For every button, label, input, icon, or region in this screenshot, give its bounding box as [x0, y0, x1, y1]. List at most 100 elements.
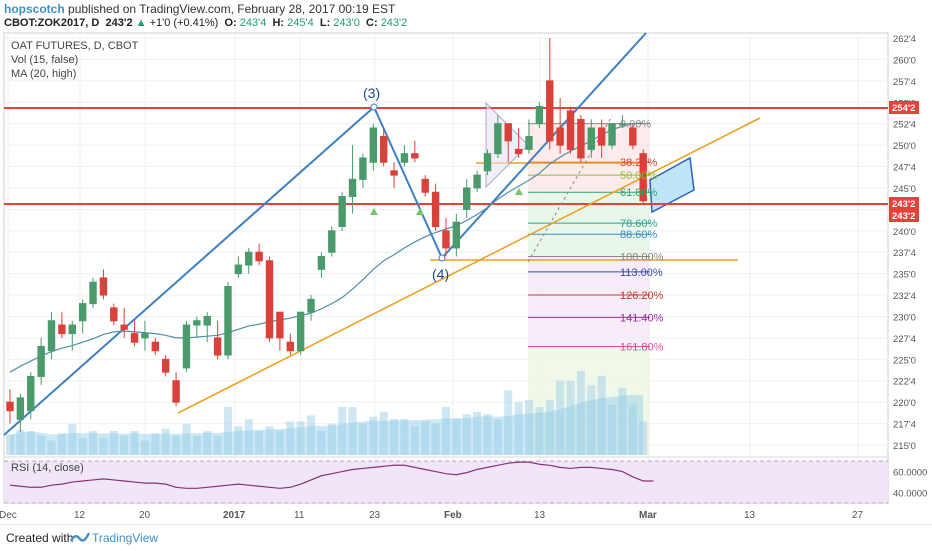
volume-bar [483, 414, 492, 455]
rsi-band [4, 461, 888, 503]
price-chart[interactable]: 0.00% 38.20%50.00% 61.80% 78.60%88.60% 100.0… [0, 0, 932, 524]
volume-bar [628, 404, 637, 455]
volume-bar [410, 426, 419, 455]
candle-body [463, 187, 471, 210]
wave4-point [438, 254, 446, 262]
time-axis[interactable]: Dec 12 20 2017 11 23 Feb 13 Mar 13 27 [0, 510, 864, 521]
candle-body [276, 311, 284, 339]
candle-body [47, 320, 56, 352]
price-tick-label: 227'4 [893, 334, 916, 345]
volume-bar [327, 423, 336, 455]
time-tick-label: 11 [294, 510, 305, 521]
volume-bar [421, 421, 430, 455]
time-tick-label: Feb [444, 510, 462, 521]
price-axis[interactable]: 262'4260'0257'4255'0252'4250'0247'4245'0… [889, 34, 919, 452]
wave3-label: (3) [363, 85, 380, 101]
candle-body [577, 118, 585, 159]
candle-body [608, 123, 616, 146]
legend-vol: Vol (15, false) [11, 54, 78, 66]
volume-bar [161, 428, 170, 455]
fib-zone-green [528, 192, 650, 257]
candle-body [141, 333, 149, 339]
rsi-axis: 60.0000 40.0000 [893, 468, 927, 500]
tradingview-logo-icon[interactable] [70, 529, 90, 545]
candle-body [494, 123, 502, 155]
candle-body [546, 80, 554, 142]
price-tick-label: 220'0 [893, 398, 916, 409]
candle-body [452, 221, 461, 249]
volume-bar [400, 419, 409, 455]
volume-average-area [10, 394, 644, 455]
volume-bar [504, 390, 513, 455]
candle-body [203, 315, 211, 326]
publish-info: published on TradingView.com, February 2… [68, 2, 396, 16]
projection-channel [649, 156, 695, 214]
volume-bar [223, 407, 232, 455]
volume-bar [26, 431, 35, 455]
fib-level-label: 100.00% [620, 251, 664, 263]
rsi-tick-40: 40.0000 [893, 489, 927, 500]
volume-bar [213, 435, 222, 455]
volume-bar [587, 385, 596, 455]
candle-body [348, 178, 357, 198]
signal-triangle [370, 208, 378, 215]
price-tick-label: 262'4 [893, 34, 916, 45]
last-price-badge: 243'2 [892, 199, 915, 210]
close-value: 243'2 [380, 17, 408, 29]
wave4-label: (4) [432, 266, 449, 282]
fib-level-label: 161.80% [620, 341, 664, 353]
candle-body [618, 123, 627, 126]
volume-bar [140, 440, 149, 455]
candle-body [535, 106, 544, 125]
price-tick-label: 250'0 [893, 141, 916, 152]
candle-body [514, 148, 523, 155]
candle-body [597, 127, 606, 146]
candle-body [411, 153, 419, 159]
candle-body [224, 285, 232, 356]
close-price-badge-bg [889, 209, 919, 222]
volume-bar [78, 438, 87, 455]
symbol-label: CBOT:ZOK2017, D [4, 17, 100, 29]
candle-body [296, 311, 305, 352]
volume-bar [120, 435, 129, 455]
price-tick-label: 235'0 [893, 270, 916, 281]
candle-body [566, 110, 575, 150]
wave3-point [370, 103, 378, 111]
author-name[interactable]: hopscotch [4, 2, 65, 16]
open-label: O: [224, 17, 237, 29]
volume-bar [16, 429, 25, 455]
rsi-tick-60: 60.0000 [893, 468, 927, 479]
time-tick-label: 20 [139, 510, 151, 521]
price-tick-label: 230'0 [893, 312, 916, 323]
wave-line-to-3 [3, 106, 375, 436]
candle-body [78, 303, 87, 322]
candle-body [130, 333, 139, 343]
candle-body [504, 123, 512, 142]
candle-body [182, 324, 191, 369]
high-label: H: [272, 17, 285, 29]
volume-bar [608, 404, 617, 455]
candle-body [639, 153, 647, 202]
candle-body [110, 307, 118, 322]
volume-bar [525, 399, 533, 455]
tradingview-brand[interactable]: TradingView [92, 531, 159, 545]
signal-triangle [515, 188, 523, 195]
resistance-price-badge: 254'2 [892, 103, 915, 114]
candle-body [162, 358, 170, 373]
candle-body [16, 397, 25, 420]
price-tick-label: 215'0 [893, 441, 916, 452]
candle-body [193, 320, 201, 326]
volume-bar [566, 380, 575, 455]
candle-body [172, 380, 180, 403]
candle-body [151, 341, 160, 352]
volume-bar [452, 419, 461, 455]
volume-bar [130, 431, 139, 455]
fib-level-label: 126.20% [620, 290, 664, 302]
up-triangle-icon: ▲ [135, 17, 147, 29]
volume-bar [89, 431, 98, 455]
ma-20-line [9, 122, 644, 373]
candle-body [120, 324, 128, 330]
candle-body [556, 127, 564, 146]
wave-line-to-4 [373, 106, 443, 259]
volume-bar [286, 421, 295, 455]
